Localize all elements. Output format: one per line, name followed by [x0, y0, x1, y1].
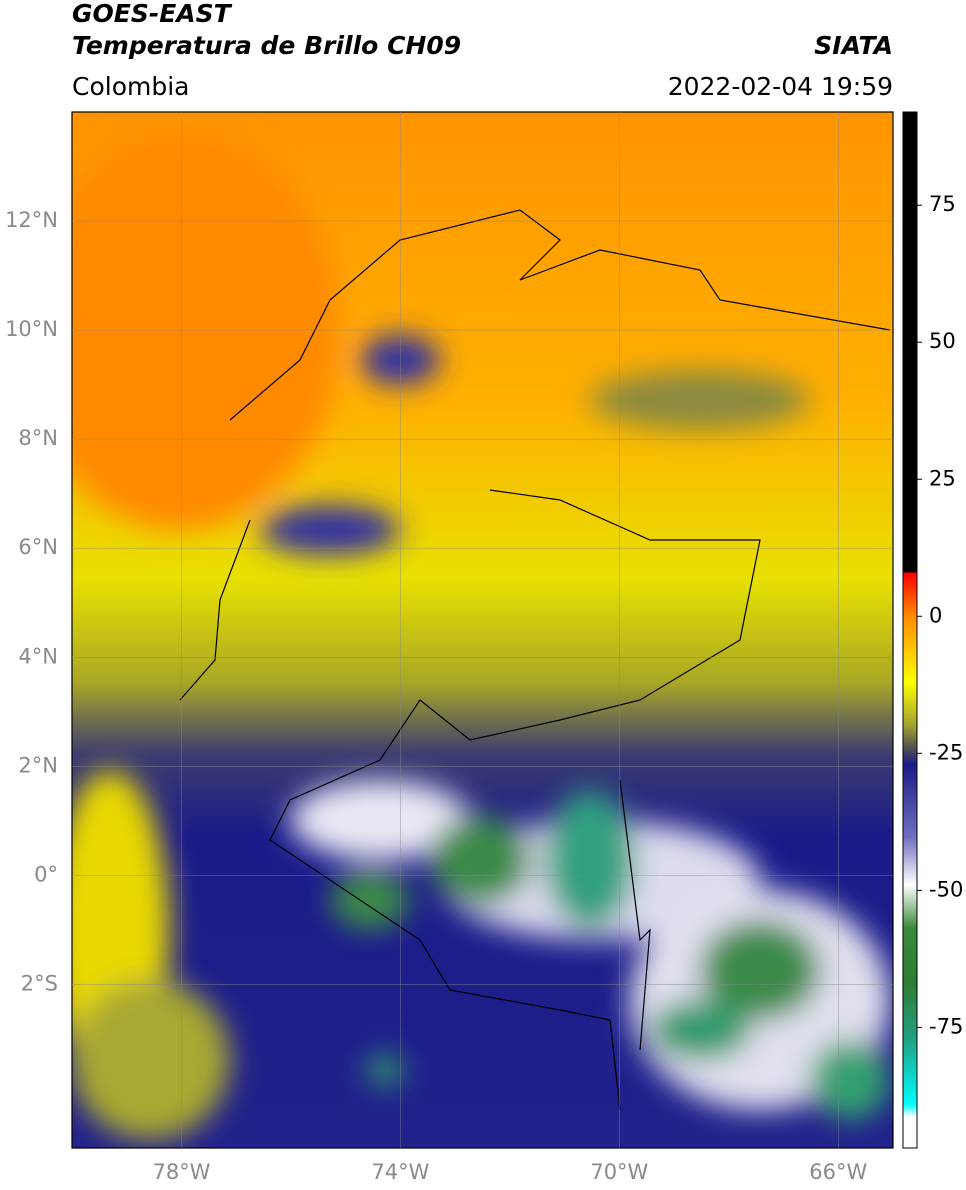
datetime: 2022-02-04 19:59 [668, 72, 893, 101]
x-tick-label: 78°W [152, 1160, 210, 1184]
region: Colombia [72, 72, 189, 101]
agency: SIATA [814, 31, 893, 60]
title: GOES-EAST [72, 0, 233, 28]
x-tick-label: 74°W [371, 1160, 429, 1184]
colorbar-tick-label: 50 [929, 329, 956, 353]
colorbar-tick-label: -75 [929, 1014, 963, 1038]
y-tick-label: 12°N [5, 208, 58, 232]
colorbar-tick-label: -25 [929, 740, 963, 764]
y-tick-label: 2°S [21, 971, 58, 995]
satellite-image [72, 112, 893, 1148]
colorbar-tick-label: 25 [929, 466, 956, 490]
x-tick-label: 66°W [809, 1160, 867, 1184]
x-tick-label: 70°W [590, 1160, 648, 1184]
subtitle: Temperatura de Brillo CH09 [72, 31, 461, 60]
colorbar-tick-label: -50 [929, 877, 963, 901]
map-frame [71, 111, 894, 1149]
y-tick-label: 10°N [5, 317, 58, 341]
colorbar [902, 111, 918, 1149]
y-tick-label: 4°N [18, 644, 58, 668]
y-tick-label: 2°N [18, 753, 58, 777]
y-tick-label: 8°N [18, 426, 58, 450]
y-tick-label: 0° [34, 862, 58, 886]
colorbar-tick-label: 0 [929, 603, 942, 627]
y-tick-label: 6°N [18, 535, 58, 559]
colorbar-tick-label: 75 [929, 192, 956, 216]
